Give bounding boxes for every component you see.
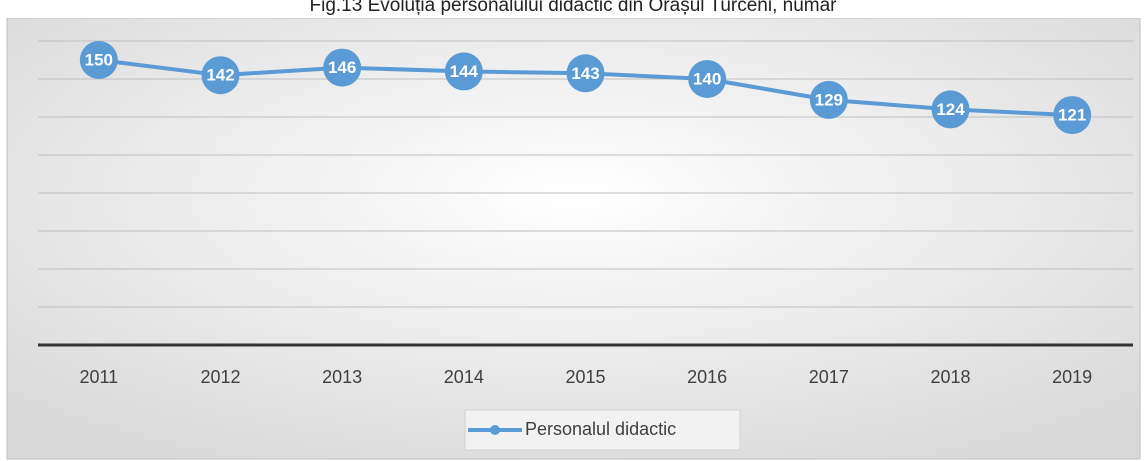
point	[931, 90, 970, 129]
point	[809, 80, 848, 119]
data-label: 142	[206, 66, 234, 85]
point	[688, 60, 727, 98]
legend-marker	[490, 425, 500, 435]
data-label: 150	[85, 50, 113, 69]
x-tick-label: 2016	[687, 367, 727, 387]
x-tick-label: 2018	[930, 367, 970, 387]
data-label: 146	[328, 58, 356, 77]
data-label: 143	[571, 64, 599, 83]
point	[201, 56, 240, 95]
chart-title: Fig.13 Evoluția personalului didactic di…	[310, 0, 838, 16]
point	[444, 52, 483, 91]
x-tick-label: 2019	[1052, 367, 1092, 387]
data-label: 144	[450, 62, 479, 81]
point	[1053, 96, 1092, 135]
x-tick-label: 2015	[565, 367, 605, 387]
point	[566, 54, 605, 93]
crop-band	[0, 0, 1147, 18]
data-label: 124	[936, 100, 965, 119]
x-tick-label: 2017	[809, 367, 849, 387]
x-tick-label: 2013	[322, 367, 362, 387]
point	[323, 48, 362, 87]
legend-label: Personalul didactic	[525, 419, 676, 439]
data-label: 129	[815, 90, 843, 109]
point	[79, 41, 118, 79]
data-label: 140	[693, 69, 721, 88]
x-tick-label: 2011	[79, 367, 118, 387]
x-tick-label: 2012	[200, 367, 240, 387]
data-label: 121	[1058, 106, 1086, 125]
x-tick-label: 2014	[444, 367, 484, 387]
